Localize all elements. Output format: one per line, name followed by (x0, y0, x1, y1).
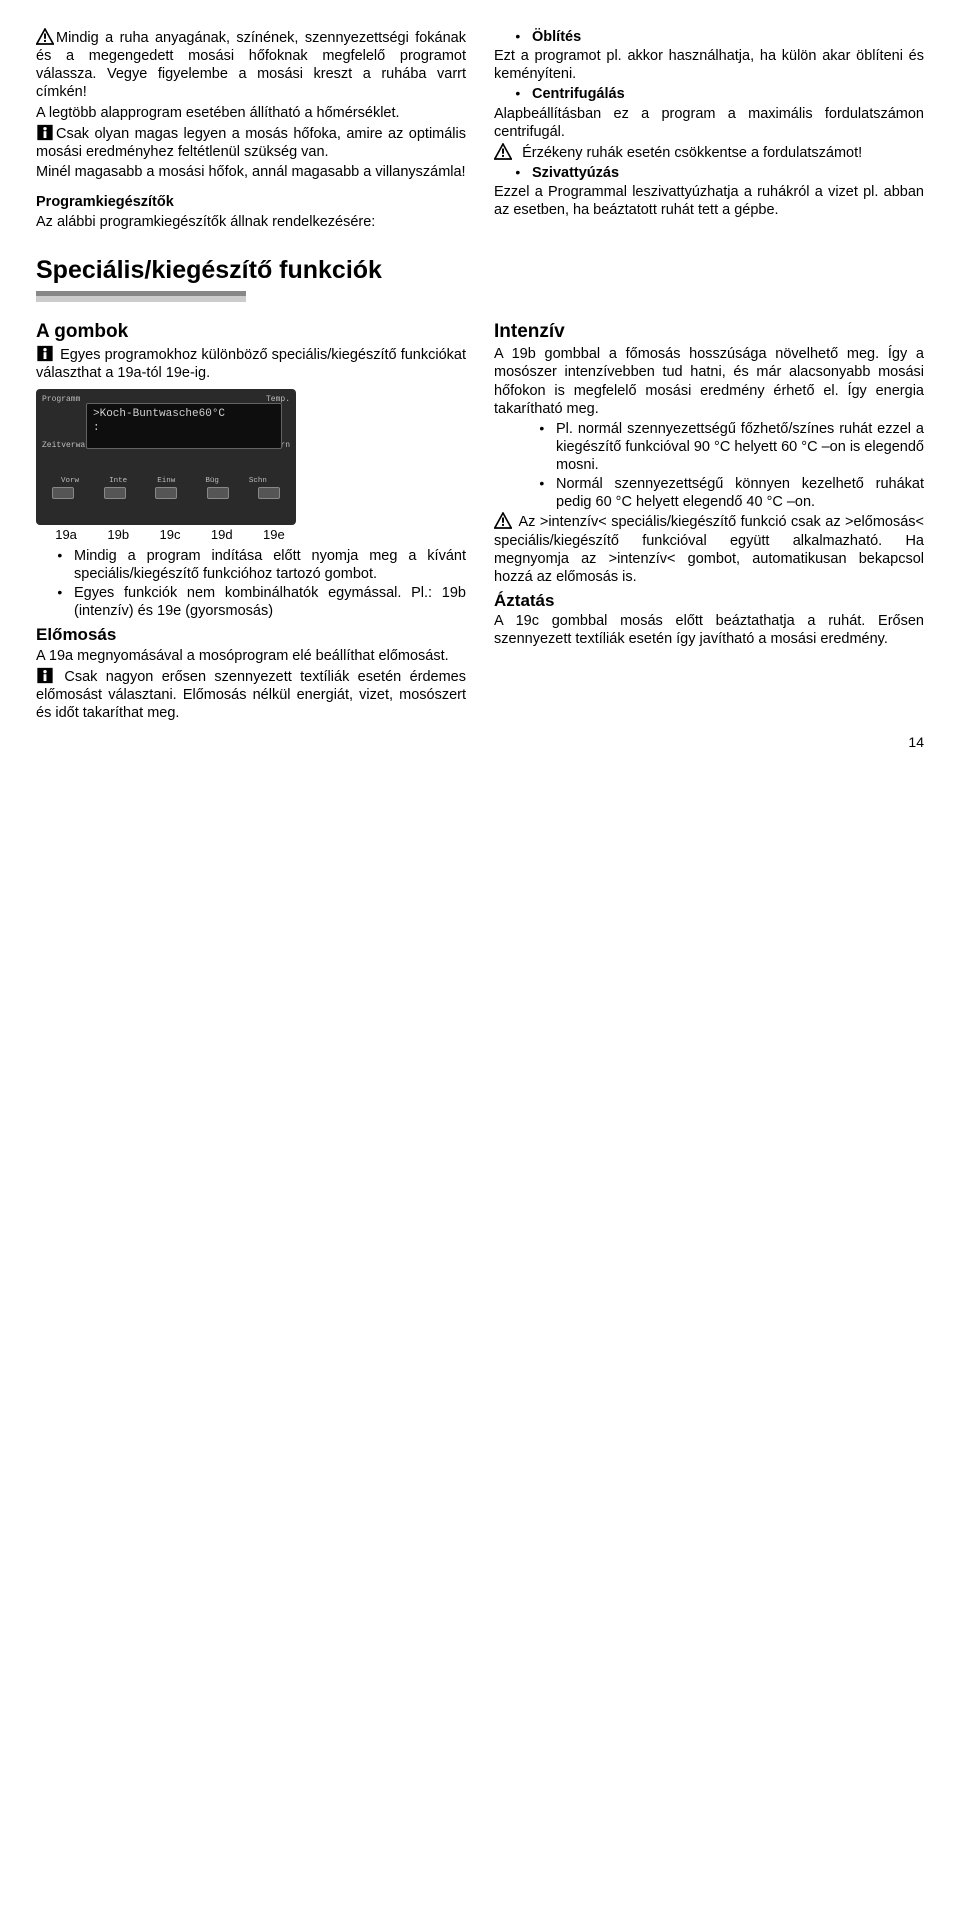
button-num: 19c (160, 527, 181, 543)
panel-button (155, 487, 177, 499)
drain-text: Ezzel a Programmal leszivattyúzhatja a r… (494, 183, 924, 219)
section-rule (36, 291, 246, 302)
intensive-heading: Intenzív (494, 320, 924, 344)
rinse-item: Öblítés (532, 28, 924, 46)
top-left-column: Mindig a ruha anyagának, színének, szenn… (36, 28, 466, 233)
page-number: 14 (36, 734, 924, 752)
spin-warn-text: Érzékeny ruhák esetén csökkentse a fordu… (522, 145, 862, 161)
temp-line: A legtöbb alapprogram esetében állítható… (36, 104, 466, 122)
prewash-info-text: Csak nagyon erősen szennyezett textíliák… (36, 669, 466, 721)
warning-icon (36, 28, 54, 45)
warning-icon (494, 143, 512, 160)
info-text-b: Minél magasabb a mosási hőfok, annál mag… (36, 163, 466, 181)
button-number-row: 19a 19b 19c 19d 19e (40, 527, 300, 543)
info-icon (36, 124, 54, 141)
btn-label: Vorw (61, 477, 79, 486)
lcd-line2: : (93, 421, 275, 436)
progk-text: Az alábbi programkiegészítők állnak rend… (36, 213, 466, 231)
drain-item: Szivattyúzás (532, 164, 924, 182)
lcd-screen: >Koch-Buntwasche60°C : (86, 403, 282, 449)
prewash-info: Csak nagyon erősen szennyezett textíliák… (36, 667, 466, 722)
info-text-a: Csak olyan magas legyen a mosás hőfoka, … (36, 126, 466, 160)
btn-label: Inte (109, 477, 127, 486)
progk-heading: Programkiegészítők (36, 194, 174, 210)
button-num: 19a (55, 527, 77, 543)
warning-paragraph: Mindig a ruha anyagának, színének, szenn… (36, 28, 466, 102)
spin-list: Centrifugálás (494, 85, 924, 103)
bottom-columns: A gombok Egyes programokhoz különböző sp… (36, 316, 924, 725)
section-title: Speciális/kiegészítő funkciók (36, 255, 924, 286)
button-row (52, 487, 280, 499)
button-label-row: Vorw Inte Einw Büg Schn (46, 477, 282, 486)
info-icon (36, 667, 54, 684)
spin-text: Alapbeállításban ez a program a maximáli… (494, 105, 924, 141)
lcd-line1: >Koch-Buntwasche60°C (93, 407, 275, 422)
spin-warning: Érzékeny ruhák esetén csökkentse a fordu… (494, 143, 924, 162)
buttons-heading: A gombok (36, 320, 466, 344)
control-panel-image: Programm Temp. Zeitverwahl Schleudern >K… (36, 389, 296, 525)
btn-label: Einw (157, 477, 175, 486)
intensive-list: Pl. normál szennyezettségű főzhető/színe… (494, 420, 924, 512)
info-icon (36, 345, 54, 362)
buttons-text: Egyes programokhoz különböző speciális/k… (36, 347, 466, 381)
button-num: 19e (263, 527, 285, 543)
spin-item: Centrifugálás (532, 85, 924, 103)
rinse-list: Öblítés (494, 28, 924, 46)
spin-label: Centrifugálás (532, 86, 625, 102)
list-item: Egyes funkciók nem kombinálhatók egymáss… (74, 584, 466, 620)
button-num: 19b (107, 527, 129, 543)
drain-label: Szivattyúzás (532, 165, 619, 181)
intensive-warning: Az >intenzív< speciális/kiegészítő funkc… (494, 512, 924, 586)
panel-button (207, 487, 229, 499)
prewash-heading: Előmosás (36, 624, 466, 645)
intensive-warn-text: Az >intenzív< speciális/kiegészítő funkc… (494, 514, 924, 584)
btn-label: Schn (249, 477, 267, 486)
rinse-text: Ezt a programot pl. akkor használhatja, … (494, 47, 924, 83)
list-item: Normál szennyezettségű könnyen kezelhető… (556, 475, 924, 511)
bottom-right-column: Intenzív A 19b gombbal a főmosás hosszús… (494, 316, 924, 725)
buttons-intro: Egyes programokhoz különböző speciális/k… (36, 345, 466, 382)
list-item: Pl. normál szennyezettségű főzhető/színe… (556, 420, 924, 474)
top-right-column: Öblítés Ezt a programot pl. akkor haszná… (494, 28, 924, 233)
intensive-text: A 19b gombbal a főmosás hosszúsága növel… (494, 345, 924, 418)
panel-button (104, 487, 126, 499)
label-programm: Programm (42, 395, 80, 405)
buttons-hint-list: Mindig a program indítása előtt nyomja m… (36, 547, 466, 621)
panel-button (52, 487, 74, 499)
soak-heading: Áztatás (494, 590, 924, 611)
top-columns: Mindig a ruha anyagának, színének, szenn… (36, 28, 924, 233)
list-item: Mindig a program indítása előtt nyomja m… (74, 547, 466, 583)
panel-button (258, 487, 280, 499)
prewash-line1: A 19a megnyomásával a mosóprogram elé be… (36, 647, 466, 665)
drain-list: Szivattyúzás (494, 164, 924, 182)
soak-text: A 19c gombbal mosás előtt beáztathatja a… (494, 612, 924, 648)
button-num: 19d (211, 527, 233, 543)
warning-icon (494, 512, 512, 529)
btn-label: Büg (205, 477, 219, 486)
progk-heading-line: Programkiegészítők (36, 193, 466, 211)
info-paragraph: Csak olyan magas legyen a mosás hőfoka, … (36, 124, 466, 161)
warn-text: Mindig a ruha anyagának, színének, szenn… (36, 30, 466, 100)
rinse-label: Öblítés (532, 29, 581, 45)
bottom-left-column: A gombok Egyes programokhoz különböző sp… (36, 316, 466, 725)
